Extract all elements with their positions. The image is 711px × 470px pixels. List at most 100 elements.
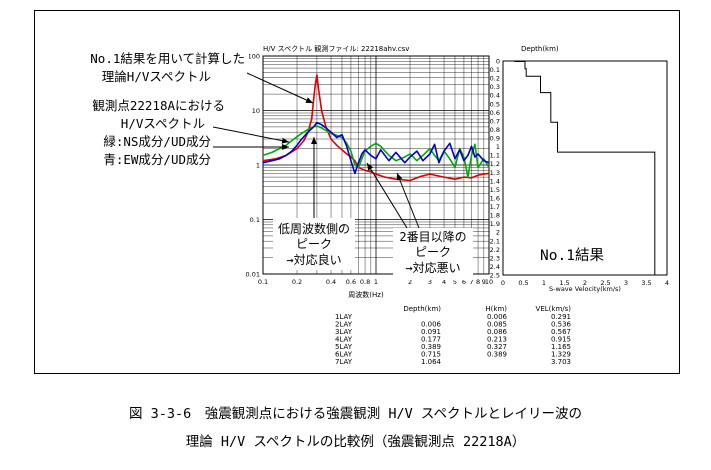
annot-low-box <box>273 218 355 270</box>
annot-theory-arrow <box>246 72 314 104</box>
annot-theory-line1: No.1結果を用いて計算した <box>90 51 245 66</box>
table-cell: 0.085 <box>487 321 507 329</box>
hv-y-ticks: 100 10 1 0.1 0.01 <box>246 53 260 279</box>
vs-x-tick-label: 4 <box>665 279 669 287</box>
table-header: VEL(km/s) <box>536 305 572 313</box>
vs-y-tick-label: 1.1 <box>490 152 500 160</box>
vs-x-axis-label: S-wave Velocity(km/s) <box>549 285 621 293</box>
table-header: H(km) <box>485 305 507 313</box>
vs-x-tick-label: 0.5 <box>518 279 528 287</box>
hv-y-tick-label: 100 <box>248 53 260 61</box>
hv-x-tick-label: 0.1 <box>258 278 268 286</box>
vs-plot-area <box>502 60 668 276</box>
table-cell: 4LAY <box>335 336 353 344</box>
vs-y-tick-label: 0.2 <box>490 75 500 83</box>
vs-y-tick-label: 1.8 <box>490 212 500 220</box>
hv-x-tick-label: 7 <box>469 278 473 286</box>
hv-x-tick-label: 2 <box>408 278 412 286</box>
annot-obs-line3: 緑:NS成分/UD成分 <box>103 134 211 149</box>
caption-line-1: 図 3-3-6 強震観測点における強震観測 H/V スペクトルとレイリー波の <box>129 406 582 422</box>
annot-obs-box <box>53 97 249 169</box>
annot-second-line2: ピーク <box>415 245 451 259</box>
annot-second-arrow-b <box>396 172 420 229</box>
vs-annot-text: No.1結果 <box>540 247 604 264</box>
table-cell: 0.715 <box>421 351 441 359</box>
annot-obs-line1: 観測点22218Aにおける <box>92 98 225 113</box>
vs-y-tick-label: 1.5 <box>490 186 500 194</box>
vs-y-tick-label: 1.2 <box>490 160 500 168</box>
hv-x-tick-label: 0.6 <box>346 278 356 286</box>
vs-y-tick-label: 2.4 <box>490 263 500 271</box>
table-cell: 6LAY <box>335 351 353 359</box>
hv-y-tick-label: 1 <box>256 162 260 170</box>
annot-theory-line2: 理論H/Vスペクトル <box>102 69 211 84</box>
hv-x-tick-label: 6 <box>462 278 466 286</box>
hv-x-tick-label: 9 <box>482 278 486 286</box>
table-cell: 0.327 <box>487 343 507 351</box>
table-cell: 0.389 <box>487 351 507 359</box>
hv-x-tick-label: 10 <box>485 278 493 286</box>
table-cell: 3LAY <box>335 328 353 336</box>
hv-x-tick-label: 8 <box>476 278 480 286</box>
hv-series-group <box>262 74 490 182</box>
table-cell: 0.389 <box>421 343 441 351</box>
hv-x-tick-label: 5 <box>453 278 457 286</box>
table-cell: 1LAY <box>335 313 353 321</box>
hv-x-tick-label: 0.8 <box>360 278 370 286</box>
vs-y-tick-label: 0.7 <box>490 117 500 125</box>
hv-x-ticks: 0.1 0.2 0.4 0.6 0.8 1 2 3 4 5 6 7 8 910 <box>258 278 493 286</box>
vs-y-tick-label: 1.9 <box>490 220 500 228</box>
table-cell: 0.006 <box>421 321 442 329</box>
vs-y-tick-label: 2.3 <box>490 254 500 262</box>
table-cell: 0.091 <box>421 328 441 336</box>
table-cell: 0.006 <box>487 313 508 321</box>
table-cell: 3.703 <box>551 358 571 366</box>
hv-series-line-2 <box>262 121 490 175</box>
table-cell: 1.165 <box>551 343 571 351</box>
annot-obs-line2: H/Vスペクトル <box>121 116 205 131</box>
table-cell: 0.291 <box>551 313 571 321</box>
hv-chart-title: H/V スペクトル 観測ファイル: 22218ahv.csv <box>263 44 409 53</box>
vs-y-ticks: 00.10.20.30.40.50.60.70.80.911.11.21.31.… <box>490 58 500 280</box>
vs-x-tick-label: 3 <box>624 279 628 287</box>
annot-obs-arrow-upper <box>212 126 290 144</box>
vs-profile-line <box>514 61 656 275</box>
table-header: Depth(km) <box>403 305 441 313</box>
vs-y-tick-label: 1.3 <box>490 169 500 177</box>
vs-x-tick-label: 1 <box>542 279 546 287</box>
vs-y-tick-label: 0.4 <box>490 92 500 100</box>
vs-x-tick-label: 0 <box>501 279 505 287</box>
table-cell: 2LAY <box>335 321 353 329</box>
table-cell: 0.213 <box>487 336 507 344</box>
vs-x-tick-label: 1.5 <box>559 279 569 287</box>
annot-second-line1: 2番目以降の <box>399 230 466 244</box>
table-cell: 0.086 <box>487 328 508 336</box>
table-cell: 1.329 <box>551 351 571 359</box>
caption-line-2: 理論 H/V スペクトルの比較例（強震観測点 22218A） <box>185 434 526 450</box>
annot-second-arrow-a <box>366 162 408 229</box>
vs-y-tick-label: 1.4 <box>490 177 500 185</box>
vs-y-tick-label: 1.6 <box>490 194 500 202</box>
vs-y-tick-label: 2.5 <box>490 272 500 280</box>
hv-x-tick-label: 4 <box>442 278 446 286</box>
hv-x-tick-label: 0.4 <box>326 278 336 286</box>
figure-canvas: H/V スペクトル 観測ファイル: 22218ahv.csv 0.1 0.2 0.4… <box>43 44 669 366</box>
table-cell: 1.064 <box>421 358 442 366</box>
vs-y-tick-label: 0.8 <box>490 126 500 134</box>
vs-y-tick-label: 0.3 <box>490 83 500 91</box>
vs-y-tick-label: 0.1 <box>490 66 500 74</box>
annot-second-box <box>393 228 473 280</box>
hv-x-tick-label: 3 <box>428 278 432 286</box>
vs-y-tick-label: 1 <box>496 143 500 151</box>
annot-theory-box <box>43 47 249 87</box>
table-cell: 0.177 <box>421 336 441 344</box>
velocity-profile-chart: Depth(km) 00.10.20.30.40.50.60.70.80.911… <box>490 45 669 293</box>
annotations: No.1結果を用いて計算した 理論H/Vスペクトル 観測点22218Aにおける … <box>43 47 473 280</box>
annot-obs-line4: 青:EW成分/UD成分 <box>103 152 211 167</box>
layer-table: Depth(km) H(km) VEL(km/s) 1LAY 0.006 0.291 2LA… <box>335 305 572 366</box>
annot-low-line1: 低周波数側の <box>278 221 350 236</box>
vs-annot-box <box>522 241 622 265</box>
vs-y-tick-label: 2 <box>496 229 500 237</box>
annot-low-line3: →対応良い <box>286 252 341 267</box>
vs-y-tick-label: 0.9 <box>490 135 500 143</box>
